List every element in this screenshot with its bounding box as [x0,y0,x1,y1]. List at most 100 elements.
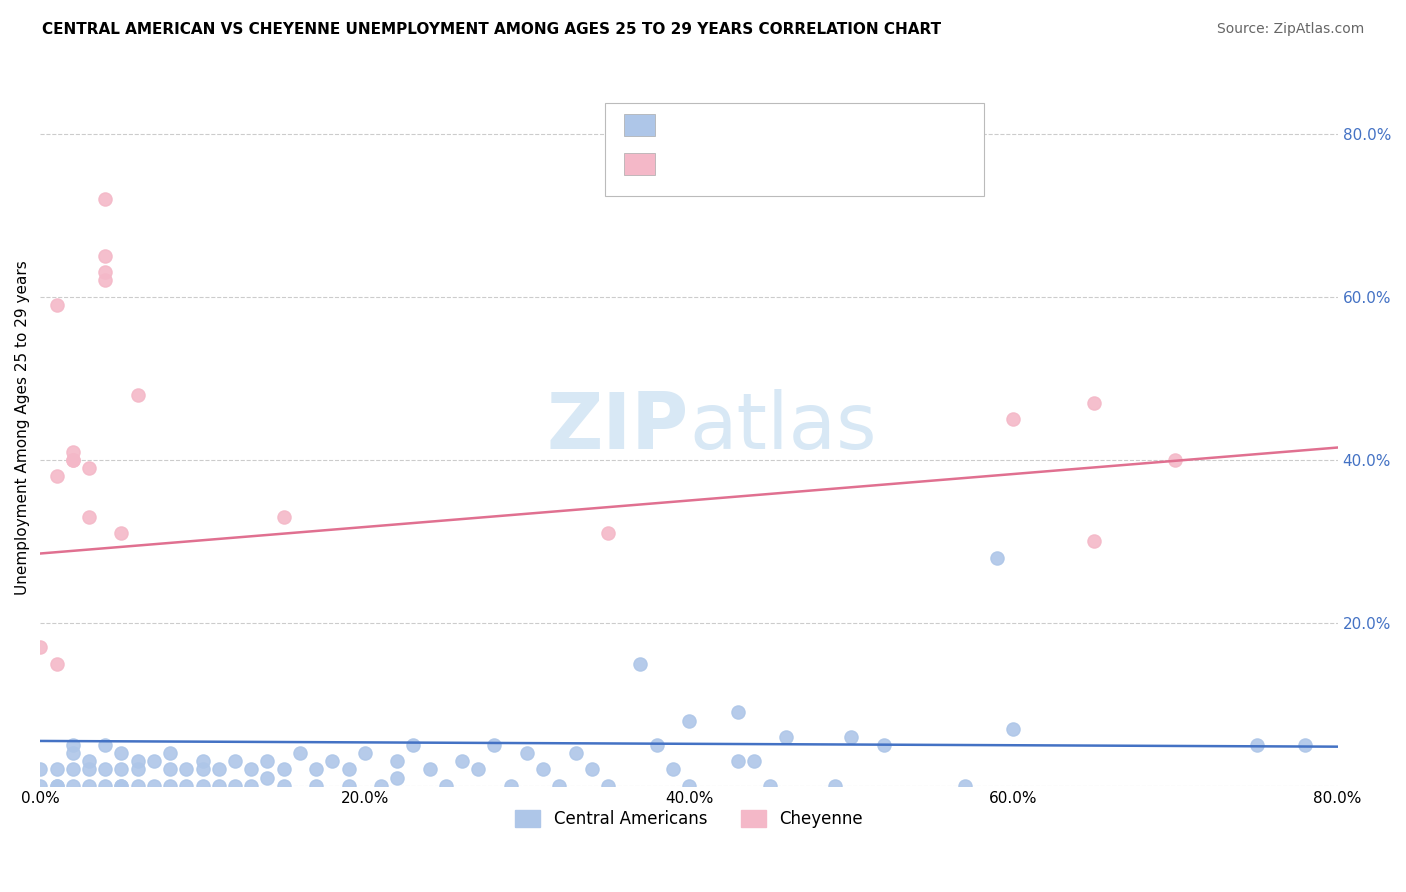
Point [77,509,100,524]
Point [30,763,52,777]
Point [127,763,149,777]
Point [596,526,619,541]
Point [62,444,84,458]
Point [434,779,457,793]
Point [288,746,311,760]
Point [159,779,181,793]
Point [45,657,67,671]
Point [142,779,165,793]
Text: atlas: atlas [689,389,876,465]
Point [30,779,52,793]
Point [191,755,214,769]
Point [742,755,765,769]
Point [224,755,246,769]
Point [208,779,231,793]
Y-axis label: Unemployment Among Ages 25 to 29 years: Unemployment Among Ages 25 to 29 years [15,260,30,595]
Text: -0.017: -0.017 [706,116,761,130]
Point [402,738,425,752]
Point [45,298,67,312]
Point [77,461,100,475]
Point [353,746,375,760]
Point [127,755,149,769]
Point [62,452,84,467]
Point [727,755,749,769]
Point [385,771,408,785]
Point [419,763,441,777]
Point [1083,534,1105,549]
Point [451,755,474,769]
Point [94,763,117,777]
Point [775,730,797,744]
Point [240,779,263,793]
Point [516,746,538,760]
Point [564,746,586,760]
Point [305,779,328,793]
Point [305,763,328,777]
Point [62,746,84,760]
Point [273,763,295,777]
Point [662,763,685,777]
Text: CENTRAL AMERICAN VS CHEYENNE UNEMPLOYMENT AMONG AGES 25 TO 29 YEARS CORRELATION : CENTRAL AMERICAN VS CHEYENNE UNEMPLOYMEN… [42,22,941,37]
Point [531,763,554,777]
Point [208,763,231,777]
Point [142,755,165,769]
Point [77,779,100,793]
Point [548,779,571,793]
Point [127,779,149,793]
Point [337,763,360,777]
Text: R =: R = [662,155,696,169]
Point [1083,395,1105,409]
Legend: Central Americans, Cheyenne: Central Americans, Cheyenne [509,804,869,835]
Point [953,779,976,793]
Point [110,779,132,793]
Text: 83: 83 [813,116,834,130]
Point [176,763,198,777]
Point [1294,738,1316,752]
Point [94,273,117,287]
Point [30,640,52,655]
Point [45,763,67,777]
Point [62,779,84,793]
Point [824,779,846,793]
Point [273,509,295,524]
Point [77,755,100,769]
Point [94,265,117,279]
Point [62,763,84,777]
Point [759,779,782,793]
Point [839,730,862,744]
Point [628,657,651,671]
Text: 0.158: 0.158 [706,155,754,169]
Point [872,738,894,752]
Point [273,779,295,793]
Point [1246,738,1268,752]
Point [176,779,198,793]
Point [678,779,700,793]
Text: N =: N = [773,155,807,169]
Point [1164,452,1187,467]
Point [191,779,214,793]
Point [110,746,132,760]
Text: R =: R = [662,116,696,130]
Point [645,738,668,752]
Point [127,387,149,401]
Point [94,192,117,206]
Point [678,714,700,728]
Point [499,779,522,793]
Point [110,779,132,793]
Point [256,771,278,785]
Point [596,779,619,793]
Point [94,249,117,263]
Point [94,779,117,793]
Point [110,526,132,541]
Point [45,469,67,483]
Text: N =: N = [773,116,807,130]
Point [727,706,749,720]
Point [321,755,343,769]
Point [45,779,67,793]
Point [337,779,360,793]
Point [581,763,603,777]
Point [986,550,1008,565]
Point [159,746,181,760]
Text: 21: 21 [813,155,834,169]
Point [45,779,67,793]
